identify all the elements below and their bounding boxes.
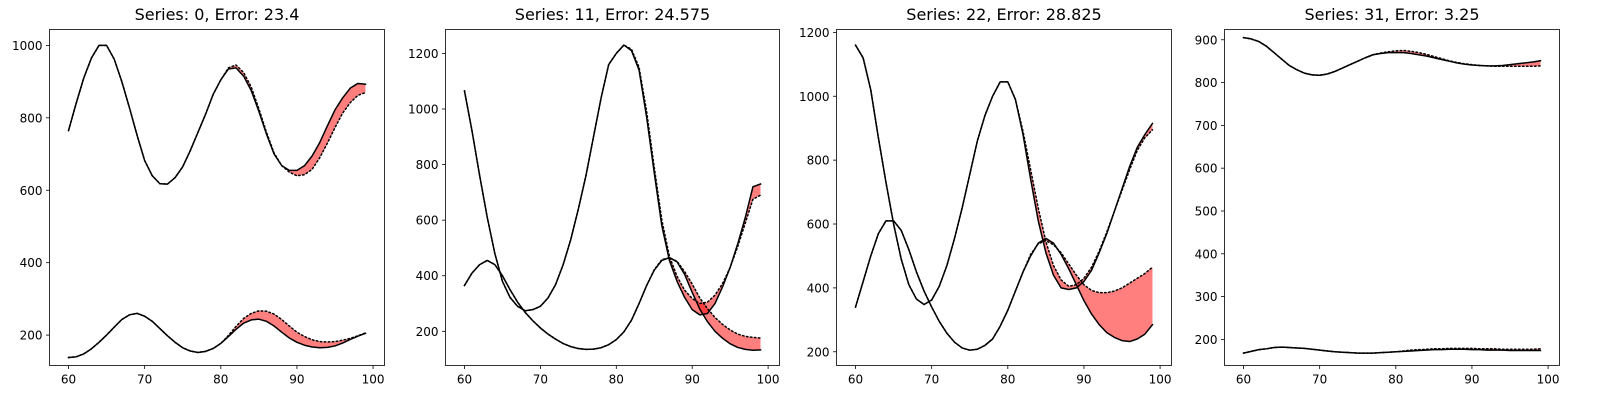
predicted-line-1 (463, 44, 762, 312)
x-tick-label: 80 (609, 373, 624, 387)
x-tick-label: 80 (1388, 373, 1403, 387)
error-region-0 (464, 45, 761, 315)
y-tick-label: 1200 (408, 47, 439, 61)
x-tick-label: 60 (61, 373, 76, 387)
actual-line-0 (1242, 36, 1542, 77)
y-tick-label: 800 (416, 158, 439, 172)
axes-frame (1224, 29, 1560, 366)
chart-panel-0: 60 70 80 90 100 200 400 600 800 1000 Series: 0, Er… (12, 5, 385, 387)
predicted-line-3 (463, 256, 762, 351)
y-tick-label: 1000 (12, 39, 43, 53)
axes-frame (836, 29, 1172, 366)
y-tick-label: 1000 (799, 90, 830, 104)
y-tick-label: 1000 (408, 102, 439, 116)
x-tick-label: 90 (685, 373, 700, 387)
y-tick-label: 800 (1195, 76, 1218, 90)
y-tick-label: 800 (20, 111, 43, 125)
y-tick-label: 200 (1195, 333, 1218, 347)
chart-title: Series: 0, Error: 23.4 (135, 5, 300, 24)
x-tick-label: 70 (137, 373, 152, 387)
y-tick-label: 400 (20, 256, 43, 270)
y-tick-label: 200 (416, 325, 439, 339)
y-tick-label: 600 (1195, 162, 1218, 176)
x-tick-label: 60 (457, 373, 472, 387)
y-tick-label: 800 (807, 154, 830, 168)
actual-line-2 (67, 312, 367, 359)
x-tick-label: 90 (1076, 373, 1091, 387)
y-tick-label: 900 (1195, 33, 1218, 47)
error-region-1 (464, 257, 761, 351)
x-tick-label: 100 (1149, 373, 1172, 387)
chart-panel-2: 60 70 80 90 100 200 400 600 800 1000 1200 Series: 2… (799, 5, 1172, 387)
y-tick-label: 600 (807, 218, 830, 232)
x-tick-label: 100 (757, 373, 780, 387)
predicted-line-3 (1242, 346, 1542, 354)
x-tick-label: 80 (1000, 373, 1015, 387)
chart-panel-1: 60 70 80 90 100 200 400 600 800 1000 1200 Series: 1… (408, 5, 780, 387)
x-tick-label: 100 (1537, 373, 1560, 387)
axes-frame (445, 29, 780, 366)
x-tick-label: 70 (533, 373, 548, 387)
actual-line-2 (463, 256, 762, 351)
x-tick-label: 60 (1236, 373, 1251, 387)
x-tick-label: 90 (1464, 373, 1479, 387)
predicted-line-1 (1242, 36, 1542, 77)
y-tick-label: 500 (1195, 204, 1218, 218)
actual-line-0 (463, 44, 762, 316)
x-tick-label: 90 (289, 373, 304, 387)
x-tick-label: 70 (924, 373, 939, 387)
actual-line-0 (67, 44, 367, 185)
y-tick-label: 400 (807, 281, 830, 295)
x-tick-label: 60 (848, 373, 863, 387)
y-tick-label: 200 (807, 345, 830, 359)
y-tick-label: 400 (1195, 247, 1218, 261)
predicted-line-1 (854, 44, 1154, 306)
predicted-line-1 (67, 44, 367, 185)
error-region-0 (1243, 37, 1541, 76)
axes-frame (49, 29, 385, 366)
y-tick-label: 1200 (799, 26, 830, 40)
y-tick-label: 400 (416, 269, 439, 283)
predicted-line-3 (854, 220, 1154, 351)
chart-title: Series: 11, Error: 24.575 (515, 5, 710, 24)
error-region-1 (68, 310, 366, 358)
y-tick-label: 600 (416, 214, 439, 228)
x-tick-label: 80 (213, 373, 228, 387)
predicted-line-3 (67, 310, 367, 359)
y-tick-label: 200 (20, 329, 43, 343)
error-region-0 (68, 45, 366, 185)
y-tick-label: 700 (1195, 119, 1218, 133)
error-region-0 (855, 45, 1153, 305)
chart-title: Series: 22, Error: 28.825 (906, 5, 1101, 24)
chart-panel-3: 60 70 80 90 100 200 300 400 500 600 700 800 900 Serie… (1195, 5, 1560, 387)
x-tick-label: 70 (1312, 373, 1327, 387)
error-region-1 (855, 220, 1153, 351)
actual-line-0 (854, 44, 1154, 306)
x-tick-label: 100 (362, 373, 385, 387)
y-tick-label: 300 (1195, 290, 1218, 304)
y-tick-label: 600 (20, 184, 43, 198)
chart-title: Series: 31, Error: 3.25 (1304, 5, 1479, 24)
